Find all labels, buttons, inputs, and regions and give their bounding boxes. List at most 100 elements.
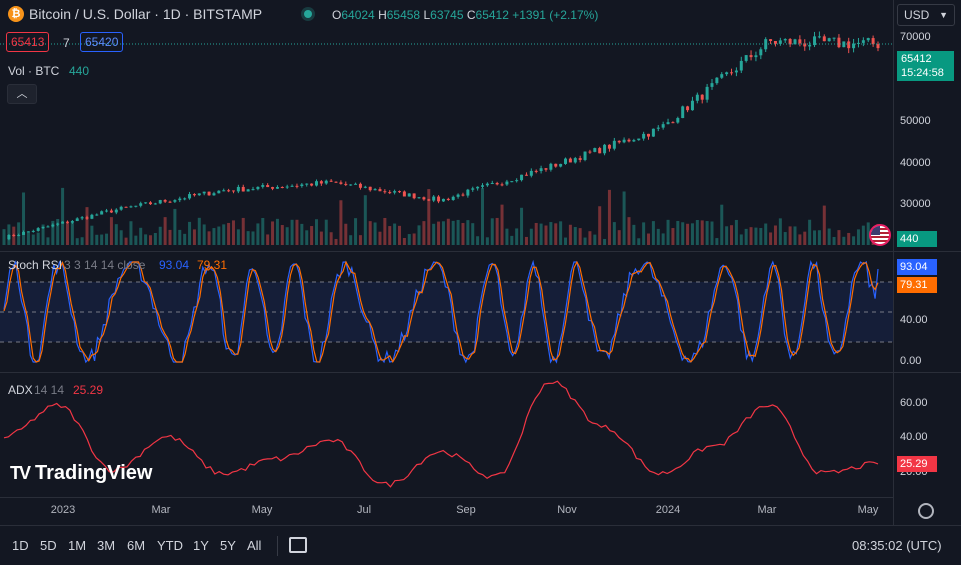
volume-bar — [598, 206, 602, 245]
time-axis-border — [0, 497, 893, 498]
currency-select[interactable]: USD ▼ — [897, 4, 955, 26]
range-1d-button[interactable]: 1D — [12, 538, 29, 553]
volume-bar — [554, 223, 558, 245]
buy-price-button[interactable]: 65420 — [80, 32, 124, 52]
ohlc-values: O64024 H65458 L63745 C65412 +1391 (+2.17… — [332, 8, 598, 22]
candle-body — [573, 158, 577, 163]
volume-bar — [842, 236, 846, 245]
pane-separator-stoch-adx[interactable] — [0, 372, 961, 373]
volume-bar — [339, 200, 343, 245]
chart-settings-gear-icon[interactable] — [918, 503, 934, 519]
range-5y-button[interactable]: 5Y — [220, 538, 236, 553]
range-3m-button[interactable]: 3M — [97, 538, 116, 553]
date-range-icon[interactable] — [289, 537, 307, 553]
tradingview-logo[interactable]: TV TradingView — [10, 462, 152, 485]
volume-bar — [471, 223, 475, 245]
candle-body — [393, 191, 397, 193]
volume-bar — [832, 236, 836, 245]
candle-body — [119, 206, 123, 210]
volume-bar — [456, 219, 460, 245]
candle-body — [114, 209, 118, 213]
volume-bar — [856, 229, 860, 245]
candle-body — [617, 140, 621, 143]
candle-body — [642, 133, 646, 139]
volume-bar — [188, 221, 192, 245]
volume-bar — [70, 223, 74, 245]
volume-bar — [26, 232, 30, 245]
volume-bar — [612, 222, 616, 245]
time-axis-label: Jul — [356, 504, 372, 516]
adx-name[interactable]: ADX — [8, 383, 33, 397]
volume-bar — [183, 233, 187, 245]
candle-body — [90, 214, 94, 219]
candle-body — [388, 192, 392, 194]
pane-separator-main-stoch[interactable] — [0, 251, 961, 252]
volume-bar — [490, 218, 494, 245]
candle-body — [75, 218, 79, 222]
candle-body — [817, 36, 821, 38]
volume-bar — [310, 226, 314, 245]
volume-bar — [314, 219, 318, 245]
candle-body — [710, 83, 714, 87]
candle-body — [251, 189, 255, 191]
volume-legend-label[interactable]: Vol · BTC — [8, 64, 60, 78]
candle-body — [178, 198, 182, 201]
volume-bar — [808, 219, 812, 245]
volume-bar — [105, 233, 109, 245]
chart-canvas[interactable] — [0, 0, 893, 525]
candle-body — [754, 55, 758, 58]
range-5d-button[interactable]: 5D — [40, 538, 57, 553]
us-flag-icon[interactable] — [869, 224, 891, 246]
volume-bar — [51, 220, 55, 245]
volume-bar — [778, 218, 782, 245]
volume-bar — [661, 233, 665, 245]
candle-body — [730, 72, 734, 74]
candle-body — [188, 194, 192, 199]
range-1y-button[interactable]: 1Y — [193, 538, 209, 553]
candle-body — [202, 191, 206, 194]
volume-bar — [783, 232, 787, 245]
candle-body — [876, 44, 880, 49]
volume-bar — [75, 238, 79, 245]
volume-bar — [686, 223, 690, 245]
candle-body — [813, 36, 817, 46]
candle-body — [22, 231, 26, 235]
time-axis-label: Sep — [456, 504, 476, 516]
candle-body — [163, 200, 167, 202]
range-6m-button[interactable]: 6M — [127, 538, 146, 553]
sell-price-button[interactable]: 65413 — [6, 32, 50, 52]
volume-bar — [715, 238, 719, 245]
candle-body — [246, 189, 250, 192]
candle-body — [500, 184, 504, 186]
symbol-title[interactable]: Bitcoin / U.S. Dollar · 1D · BITSTAMP — [29, 6, 263, 22]
volume-bar — [56, 218, 60, 245]
candle-body — [524, 174, 528, 176]
candle-body — [485, 183, 489, 186]
volume-bar — [197, 217, 201, 245]
stoch-rsi-name[interactable]: Stoch RSI — [8, 258, 63, 272]
volume-bar — [656, 228, 660, 245]
last-price-value: 65412 — [901, 53, 932, 65]
volume-bar — [90, 225, 94, 245]
utc-clock[interactable]: 08:35:02 (UTC) — [852, 538, 942, 553]
adx-axis-label: 60.00 — [900, 397, 928, 409]
volume-bar — [549, 222, 553, 245]
candle-body — [183, 198, 187, 200]
volume-bar — [461, 223, 465, 245]
candle-body — [466, 189, 470, 196]
volume-bar — [163, 217, 167, 245]
volume-bar — [378, 231, 382, 245]
volume-bar — [466, 220, 470, 245]
range-all-button[interactable]: All — [247, 538, 262, 553]
candle-body — [690, 100, 694, 111]
collapse-legend-button[interactable]: ︿ — [7, 84, 37, 104]
range-1m-button[interactable]: 1M — [68, 538, 87, 553]
range-ytd-button[interactable]: YTD — [157, 538, 183, 553]
stoch-d-axis-tag: 79.31 — [897, 277, 937, 293]
volume-bar — [739, 234, 743, 245]
volume-bar — [393, 223, 397, 245]
candle-body — [212, 193, 216, 196]
last-price-tag: 65412 15:24:58 — [897, 51, 954, 81]
candle-body — [324, 180, 328, 184]
volume-bar — [383, 217, 387, 245]
